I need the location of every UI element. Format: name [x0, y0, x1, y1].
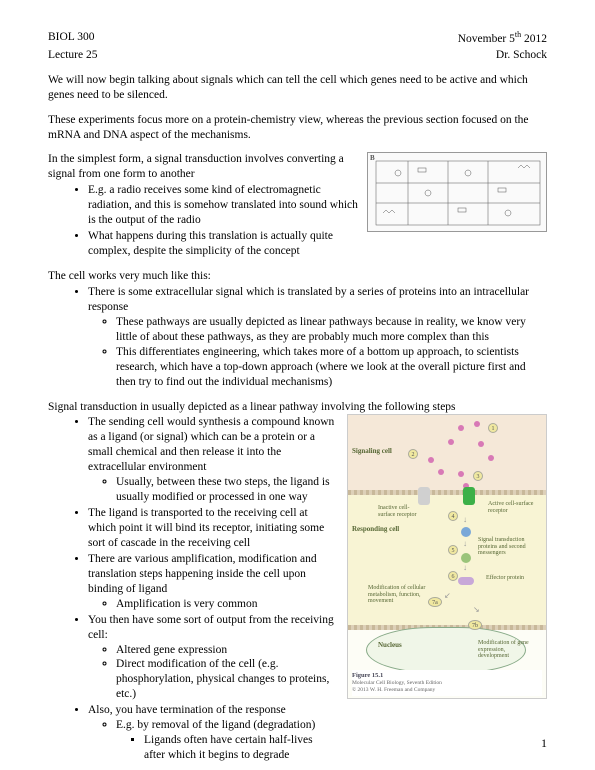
ligand-transport-bullet: The ligand is transported to the receivi…	[88, 506, 336, 551]
date-prefix: November 5	[458, 33, 515, 45]
half-lives-subbullet: Ligands often have certain half-lives af…	[144, 733, 336, 763]
engineering-vs-research-subbullet: This differentiates engineering, which t…	[116, 345, 547, 390]
steps-intro: Signal transduction in usually depicted …	[48, 400, 547, 415]
ligand-synthesis-bullet: The sending cell would synthesis a compo…	[88, 415, 336, 505]
page-number: 1	[541, 736, 547, 752]
linear-pathways-subbullet: These pathways are usually depicted as l…	[116, 315, 547, 345]
bullet-text: You then have some sort of output from t…	[88, 614, 334, 641]
professor-name: Dr. Schock	[496, 48, 547, 63]
transduction-label: Signal transduction proteins and second …	[478, 537, 538, 556]
intro-paragraph-2: These experiments focus more on a protei…	[48, 113, 547, 143]
termination-bullet: Also, you have termination of the respon…	[88, 703, 336, 763]
circuit-label: B	[370, 154, 375, 163]
circuit-diagram-figure: B	[367, 152, 547, 232]
output-bullet: You then have some sort of output from t…	[88, 613, 336, 703]
responding-cell-label: Responding cell	[352, 525, 399, 534]
inactive-receptor-label: Inactive cell-surface receptor	[378, 505, 426, 518]
active-receptor-label: Active cell-surface receptor	[488, 501, 538, 514]
date-suffix: 2012	[521, 33, 547, 45]
bullet-text: There are various amplification, modific…	[88, 553, 317, 595]
extracellular-signal-bullet: There is some extracellular signal which…	[88, 285, 547, 390]
figure-caption-title: Figure 15.1	[352, 672, 542, 680]
intro-paragraph-1: We will now begin talking about signals …	[48, 73, 547, 103]
circuit-schematic-icon	[368, 153, 547, 233]
course-code: BIOL 300	[48, 30, 95, 47]
metabolism-label: Modification of cellular metabolism, fun…	[368, 585, 426, 604]
effector-label: Effector protein	[486, 575, 536, 581]
geneexpr-label: Modification of gene expression, develop…	[478, 640, 534, 659]
bullet-text: Also, you have termination of the respon…	[88, 704, 286, 716]
amplification-common-subbullet: Amplification is very common	[116, 597, 336, 612]
bullet-text: The sending cell would synthesis a compo…	[88, 416, 334, 473]
lecture-date: November 5th 2012	[458, 30, 547, 47]
bullet-text: E.g. by removal of the ligand (degradati…	[116, 719, 315, 731]
figure-caption-copyright: © 2013 W. H. Freeman and Company	[352, 687, 542, 694]
gene-expression-subbullet: Altered gene expression	[116, 643, 336, 658]
complexity-bullet: What happens during this translation is …	[88, 229, 547, 259]
signaling-cell-label: Signaling cell	[352, 447, 392, 456]
degradation-subbullet: E.g. by removal of the ligand (degradati…	[116, 718, 336, 763]
bullet-text: There is some extracellular signal which…	[88, 286, 529, 313]
signal-pathway-figure: Signaling cell Responding cell Nucleus I…	[347, 414, 547, 699]
direct-modification-subbullet: Direct modification of the cell (e.g. ph…	[116, 657, 336, 702]
cell-works-intro: The cell works very much like this:	[48, 269, 547, 284]
lecture-number: Lecture 25	[48, 48, 98, 63]
ligand-modified-subbullet: Usually, between these two steps, the li…	[116, 475, 336, 505]
nucleus-label: Nucleus	[378, 641, 402, 650]
amplification-bullet: There are various amplification, modific…	[88, 552, 336, 612]
